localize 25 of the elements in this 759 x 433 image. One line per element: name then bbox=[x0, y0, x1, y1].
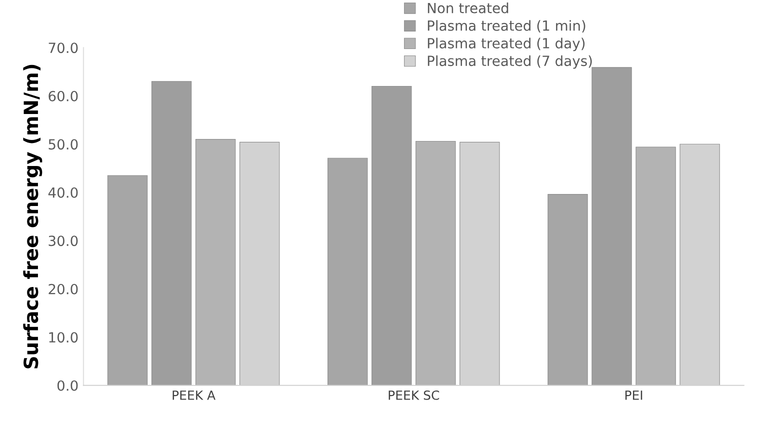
y-tick-label: 30.0 bbox=[48, 236, 78, 246]
y-tick-label: 40.0 bbox=[48, 187, 78, 198]
bar bbox=[107, 175, 148, 386]
y-tick-label: 0.0 bbox=[57, 380, 78, 391]
bar bbox=[195, 139, 236, 386]
bar bbox=[151, 81, 192, 386]
legend-label: Plasma treated (1 day) bbox=[428, 38, 585, 52]
bar bbox=[416, 140, 456, 386]
y-tick-label: 70.0 bbox=[48, 42, 78, 54]
bar bbox=[548, 194, 588, 386]
y-tick-label: 50.0 bbox=[48, 139, 78, 150]
y-axis-title: Surface free energy (mN/m) bbox=[23, 64, 42, 368]
x-tick-label: PEEK A bbox=[172, 390, 216, 400]
y-tick-label: 10.0 bbox=[49, 332, 78, 343]
bar bbox=[372, 86, 412, 386]
legend-label: Non treated bbox=[428, 2, 508, 14]
x-tick-label: PEI bbox=[625, 390, 642, 400]
y-tick-label: 20.0 bbox=[48, 284, 78, 294]
bar bbox=[592, 67, 632, 386]
legend-label: Plasma treated (7 days) bbox=[428, 55, 592, 69]
legend-label: Plasma treated (1 min) bbox=[428, 20, 586, 33]
x-tick-label: PEEK SC bbox=[388, 390, 440, 400]
bar bbox=[328, 158, 368, 386]
y-tick-label: 60.0 bbox=[48, 90, 78, 102]
bar bbox=[636, 146, 676, 386]
